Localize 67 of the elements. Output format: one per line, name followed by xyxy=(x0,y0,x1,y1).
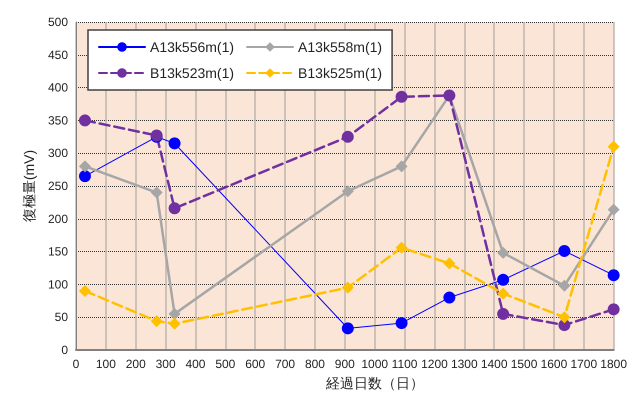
point xyxy=(497,246,510,259)
point xyxy=(78,160,91,172)
legend-label: A13k556m(1) xyxy=(150,39,234,55)
point xyxy=(342,322,354,334)
point xyxy=(558,311,570,324)
y-tick-label: 250 xyxy=(48,179,68,193)
y-axis-title: 復極量(mV) xyxy=(21,150,37,222)
y-tick-label: 300 xyxy=(48,146,68,160)
point xyxy=(150,186,163,199)
legend-label: A13k558m(1) xyxy=(298,39,382,55)
x-tick-label: 1100 xyxy=(392,357,418,371)
x-tick-label: 0 xyxy=(72,357,80,371)
point xyxy=(608,140,620,153)
point xyxy=(342,130,354,143)
x-tick-label: 1300 xyxy=(450,357,478,371)
point xyxy=(78,170,91,182)
point xyxy=(443,257,456,270)
point xyxy=(168,318,181,330)
y-tick-label: 350 xyxy=(48,113,68,128)
x-tick-label: 800 xyxy=(304,357,326,371)
legend-label: B13k523m(1) xyxy=(150,65,234,81)
point xyxy=(396,90,408,103)
point xyxy=(150,315,163,328)
x-tick-label: 1800 xyxy=(600,357,628,371)
point xyxy=(396,242,408,254)
point xyxy=(168,308,181,320)
point xyxy=(608,204,620,216)
point xyxy=(396,317,408,330)
y-tick-label: 100 xyxy=(48,277,68,292)
point xyxy=(608,269,620,282)
point xyxy=(608,303,620,316)
x-tick-label: 200 xyxy=(126,357,146,371)
y-tick-label: 200 xyxy=(48,212,68,226)
x-tick-label: 1200 xyxy=(421,357,448,371)
point xyxy=(78,284,91,297)
x-tick-label: 1000 xyxy=(361,357,388,371)
x-tick-label: 1500 xyxy=(510,357,538,371)
point xyxy=(558,280,570,292)
y-tick-label: 50 xyxy=(54,310,68,324)
point xyxy=(497,288,510,300)
point xyxy=(342,282,354,294)
x-tick-label: 100 xyxy=(96,357,116,371)
point xyxy=(558,244,570,257)
y-tick-label: 450 xyxy=(48,48,68,62)
point xyxy=(497,308,510,320)
point xyxy=(396,160,408,172)
x-tick-label: 300 xyxy=(156,357,176,371)
legend-label: B13k525m(1) xyxy=(298,65,382,81)
x-tick-label: 1400 xyxy=(480,357,508,371)
point xyxy=(443,292,456,304)
point xyxy=(168,202,181,214)
x-tick-label: 700 xyxy=(275,357,296,371)
y-tick-label: 500 xyxy=(48,15,68,29)
x-tick-label: 500 xyxy=(215,357,236,371)
x-axis-title: 経過日数（日） xyxy=(324,375,424,391)
x-tick-label: 600 xyxy=(245,357,266,371)
x-tick-label: 1700 xyxy=(570,357,598,371)
x-tick-label: 400 xyxy=(185,357,206,371)
x-tick-label: 1600 xyxy=(540,357,568,371)
point xyxy=(497,274,510,286)
x-tick-label: 900 xyxy=(334,357,356,371)
point xyxy=(342,185,354,198)
y-tick-label: 0 xyxy=(61,343,68,357)
point xyxy=(168,137,181,150)
y-tick-label: 150 xyxy=(48,244,68,259)
y-tick-label: 400 xyxy=(48,80,68,95)
point xyxy=(78,114,91,126)
